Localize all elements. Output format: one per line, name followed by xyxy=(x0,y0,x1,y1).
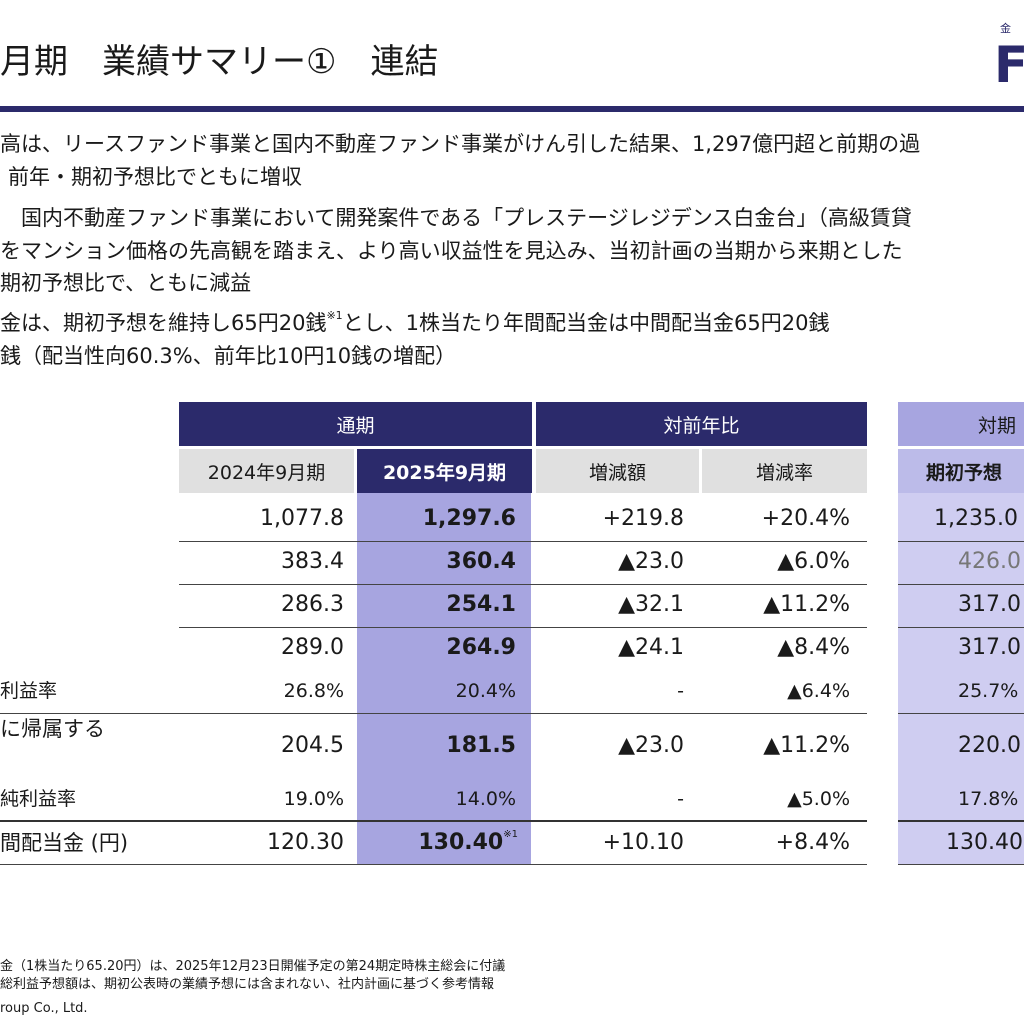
cell-change-rate: ▲6.0% xyxy=(777,549,850,574)
bullet-line-1: 高は、リースファンド事業と国内不動産ファンド事業がけん引した結果、1,297億円… xyxy=(0,132,921,156)
cell-change-amount: ▲23.0 xyxy=(618,733,684,758)
cell-fy2025: 360.4 xyxy=(446,549,516,574)
company-logo: F xyxy=(994,36,1024,94)
cell-forecast: 317.0 xyxy=(958,635,1021,660)
bullet-line-3: 国内不動産ファンド事業において開発案件である「プレステージレジデンス白金台」（高… xyxy=(0,206,912,230)
footnote-1: 金（1株当たり65.20円）は、2025年12月23日開催予定の第24期定時株主… xyxy=(0,959,506,974)
header-rule xyxy=(0,106,1024,112)
col-header-fy2025: 2025年9月期 xyxy=(357,449,532,493)
cell-fy2025: 264.9 xyxy=(446,635,516,660)
footnote-2: 総利益予想額は、期初公表時の業績予想には含まれない、社内計画に基づく参考情報 xyxy=(0,977,495,992)
bullet-line-5: 期初予想比で、ともに減益 xyxy=(0,271,252,295)
cell-forecast: 317.0 xyxy=(958,592,1021,617)
cell-fy2024: 19.0% xyxy=(283,788,344,810)
cell-forecast: 426.0 xyxy=(958,549,1021,574)
cell-change-rate: ▲8.4% xyxy=(777,635,850,660)
highlight-column-fy2025 xyxy=(357,493,531,865)
bullet-line-2: 前年・期初予想比でともに増収 xyxy=(8,165,302,189)
cell-fy2024: 383.4 xyxy=(281,549,344,574)
bullet-line-6: 金は、期初予想を維持し65円20銭※1とし、1株当たり年間配当金は中間配当金65… xyxy=(0,309,829,337)
col-header-initial-forecast: 期初予想 xyxy=(898,449,1024,493)
cell-fy2024: 1,077.8 xyxy=(260,506,344,531)
group-header-full-year: 通期 xyxy=(179,402,532,446)
row-divider xyxy=(898,541,1024,542)
copyright: roup Co., Ltd. xyxy=(0,1001,88,1016)
cell-change-amount: ▲24.1 xyxy=(618,635,684,660)
cell-fy2024: 286.3 xyxy=(281,592,344,617)
cell-note-mark: ※1 xyxy=(503,829,518,840)
bullet-line-6b: とし、1株当たり年間配当金は中間配当金65円20銭 xyxy=(342,311,830,335)
logo-small-text: 金 xyxy=(1000,22,1011,35)
row-divider xyxy=(179,627,867,628)
cell-forecast: 130.40 xyxy=(946,830,1023,855)
cell-fy2024: 26.8% xyxy=(283,680,344,702)
cell-change-rate: ▲11.2% xyxy=(763,592,850,617)
bullet-note-mark: ※1 xyxy=(326,309,343,322)
cell-change-amount: +219.8 xyxy=(602,506,684,531)
col-header-change-rate: 増減率 xyxy=(702,449,867,493)
cell-forecast: 25.7% xyxy=(958,680,1019,702)
row-label: 純利益率 xyxy=(0,788,77,810)
group-header-yoy: 対前年比 xyxy=(536,402,867,446)
row-label: 間配当金 (円) xyxy=(0,831,129,855)
cell-change-rate: +20.4% xyxy=(761,506,850,531)
row-divider xyxy=(898,713,1024,714)
cell-forecast: 17.8% xyxy=(958,788,1019,810)
cell-change-rate: ▲6.4% xyxy=(787,680,850,702)
row-divider xyxy=(0,713,867,714)
cell-fy2025: 130.40※1 xyxy=(418,829,518,857)
cell-fy2024: 204.5 xyxy=(281,733,344,758)
bullet-line-6a: 金は、期初予想を維持し65円20銭 xyxy=(0,311,327,335)
group-header-vs-forecast: 対期 xyxy=(898,402,1024,446)
cell-forecast: 1,235.0 xyxy=(934,506,1018,531)
forecast-column xyxy=(898,493,1024,865)
cell-change-amount: - xyxy=(677,788,684,810)
cell-fy2024: 120.30 xyxy=(267,830,344,855)
cell-change-rate: ▲11.2% xyxy=(763,733,850,758)
table-bottom-rule xyxy=(0,864,867,865)
cell-forecast: 220.0 xyxy=(958,733,1021,758)
row-divider-thick xyxy=(0,820,867,822)
cell-change-amount: +10.10 xyxy=(602,830,684,855)
page-title: 月期 業績サマリー① 連結 xyxy=(0,42,439,82)
cell-change-rate: ▲5.0% xyxy=(787,788,850,810)
cell-fy2025: 254.1 xyxy=(446,592,516,617)
cell-fy2025: 14.0% xyxy=(455,788,516,810)
cell-change-amount: - xyxy=(677,680,684,702)
cell-fy2024: 289.0 xyxy=(281,635,344,660)
row-divider-thick xyxy=(898,820,1024,822)
cell-change-amount: ▲32.1 xyxy=(618,592,684,617)
row-divider xyxy=(898,584,1024,585)
cell-fy2025: 20.4% xyxy=(455,680,516,702)
row-divider xyxy=(898,627,1024,628)
row-label: に帰属する xyxy=(0,717,105,741)
cell-change-rate: +8.4% xyxy=(775,830,850,855)
cell-change-amount: ▲23.0 xyxy=(618,549,684,574)
bullet-line-4: をマンション価格の先高観を踏まえ、より高い収益性を見込み、当初計画の当期から来期… xyxy=(0,239,903,263)
cell-fy2025: 1,297.6 xyxy=(422,506,516,531)
row-label: 利益率 xyxy=(0,680,58,702)
row-divider xyxy=(179,584,867,585)
cell-fy2025: 181.5 xyxy=(446,733,516,758)
table-bottom-rule xyxy=(898,864,1024,865)
row-divider xyxy=(179,541,867,542)
bullet-line-7: 銭（配当性向60.3%、前年比10円10銭の増配） xyxy=(0,344,457,368)
col-header-change-amount: 増減額 xyxy=(536,449,699,493)
cell-fy2025-value: 130.40 xyxy=(418,830,504,855)
col-header-fy2024: 2024年9月期 xyxy=(179,449,354,493)
